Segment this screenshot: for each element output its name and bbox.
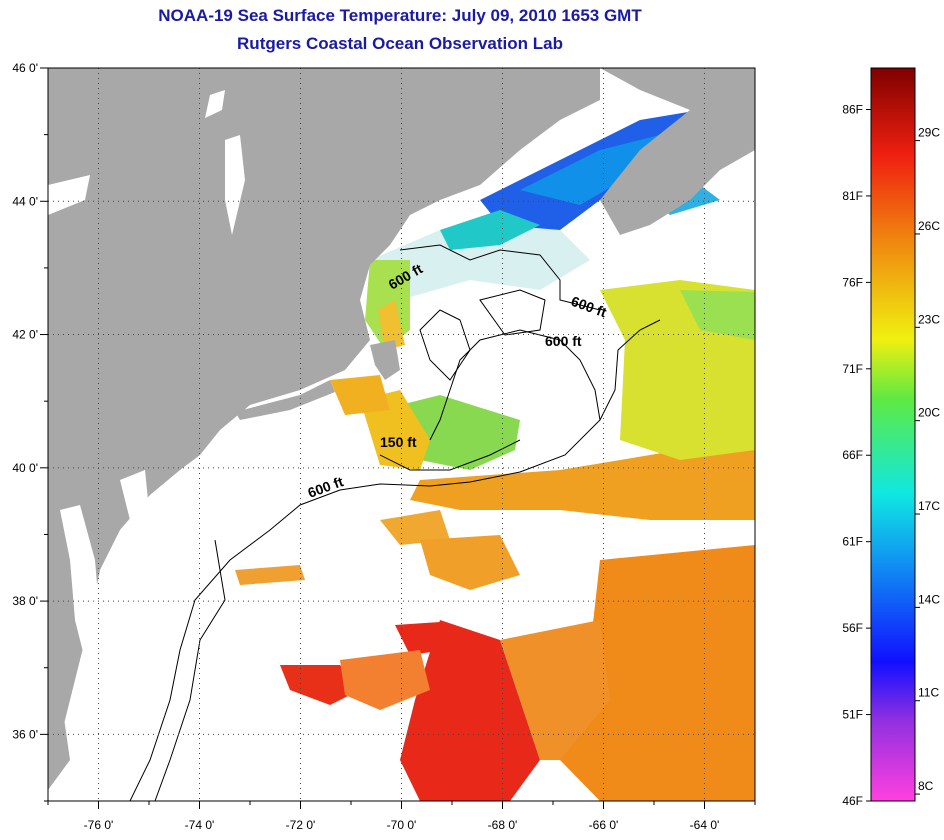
lon-tick-label: -70 0' xyxy=(387,818,417,832)
colorbar-c-label: 26C xyxy=(918,219,940,233)
lon-tick-label: -72 0' xyxy=(286,818,316,832)
chesapeake-bay xyxy=(60,505,100,660)
sst-patch xyxy=(370,220,590,300)
colorbar-f-label: 76F xyxy=(842,275,863,289)
sst-patch xyxy=(280,665,360,705)
colorbar-f-label: 66F xyxy=(842,448,863,462)
land-cape-cod xyxy=(370,340,400,380)
sst-patch xyxy=(440,210,540,250)
colorbar-f-label: 86F xyxy=(842,102,863,116)
colorbar-c-label: 8C xyxy=(918,779,934,793)
lat-tick-label: 46 0' xyxy=(12,61,38,75)
graticule: 46 0' 44 0' 42 0' 40 0' 38 0' 36 0' -76 0' -74 … xyxy=(12,61,756,832)
contour-600ft-georges-east xyxy=(599,319,661,421)
sst-patch xyxy=(500,620,610,760)
lat-tick-label: 40 0' xyxy=(12,461,38,475)
contour-label: 150 ft xyxy=(380,434,417,450)
map-subtitle: Rutgers Coastal Ocean Observation Lab xyxy=(237,34,563,53)
sst-patch xyxy=(330,375,390,415)
colorbar-c-label: 23C xyxy=(918,312,940,326)
contour-600ft-shelf-break xyxy=(129,329,601,801)
lat-tick-label: 42 0' xyxy=(12,328,38,342)
sst-patch xyxy=(378,300,405,350)
lake-champlain xyxy=(225,135,245,235)
land-northeast-us xyxy=(48,68,600,780)
delaware-bay xyxy=(120,470,150,540)
contour-600ft-maine xyxy=(399,244,601,311)
colorbar-f-label: 81F xyxy=(842,189,863,203)
lon-tick-label: -66 0' xyxy=(589,818,619,832)
land-delmarva xyxy=(48,690,70,790)
contour-basin xyxy=(419,309,471,381)
sst-patch xyxy=(235,565,305,585)
colorbar-c-label: 29C xyxy=(918,126,940,140)
map-title: NOAA-19 Sea Surface Temperature: July 09… xyxy=(158,6,642,25)
colorbar-c-label: 17C xyxy=(918,499,940,513)
land-long-island xyxy=(235,380,335,420)
map-frame xyxy=(47,67,756,802)
land-layer xyxy=(48,68,755,790)
lon-tick-label: -76 0' xyxy=(84,818,114,832)
sst-patch xyxy=(340,650,430,710)
lon-tick-label: -64 0' xyxy=(690,818,720,832)
colorbar-f-label: 56F xyxy=(842,621,863,635)
contour-150ft-georges xyxy=(379,439,521,471)
colorbar-f-label: 51F xyxy=(842,708,863,722)
contour-basin xyxy=(479,289,546,336)
colorbar-c-label: 11C xyxy=(918,686,939,700)
contour-shelf-inner xyxy=(154,539,226,801)
sst-patch xyxy=(520,135,660,205)
sst-patch xyxy=(560,545,755,801)
lat-tick-label: 38 0' xyxy=(12,594,38,608)
land-nova-scotia xyxy=(600,68,755,235)
colorbar-ticks: 86F 81F 76F 71F 66F 61F 56F 51F 46F 29C 26C 23C 20C 1… xyxy=(842,102,940,808)
lat-tick-label: 36 0' xyxy=(12,727,38,741)
lon-tick-label: -68 0' xyxy=(488,818,518,832)
sst-patch xyxy=(400,620,540,801)
colorbar-c-label: 14C xyxy=(918,592,940,606)
lat-tick-label: 44 0' xyxy=(12,194,38,208)
contour-label: 600 ft xyxy=(545,333,582,349)
colorbar-c-label: 20C xyxy=(918,406,940,420)
sst-patch xyxy=(380,510,450,545)
lon-tick-label: -74 0' xyxy=(185,818,215,832)
bathymetry-contours xyxy=(129,244,661,801)
sst-patch xyxy=(395,622,445,655)
colorbar xyxy=(870,67,916,802)
lake-ontario xyxy=(48,175,90,215)
colorbar-f-label: 46F xyxy=(842,794,863,808)
colorbar-f-label: 71F xyxy=(842,362,863,376)
colorbar-f-label: 61F xyxy=(842,535,863,549)
sst-patch xyxy=(420,535,520,590)
sst-patch xyxy=(680,290,755,340)
sst-patch xyxy=(410,440,755,520)
lake xyxy=(205,90,225,118)
